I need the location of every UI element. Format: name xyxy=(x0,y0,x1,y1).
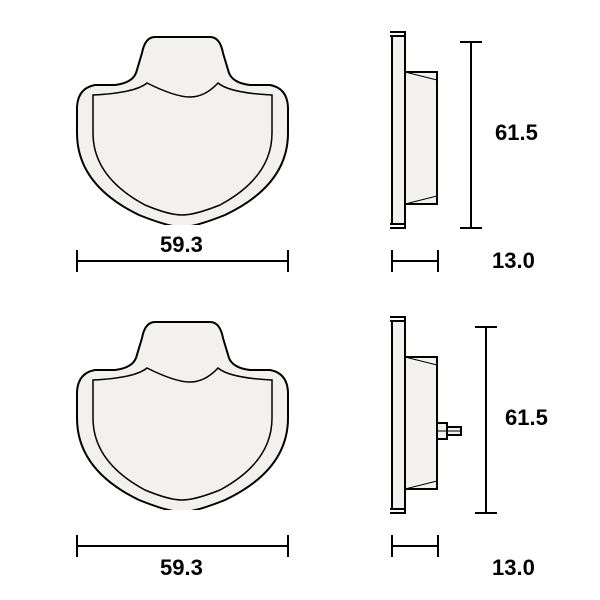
bottom-pad-side xyxy=(390,315,470,520)
label-top-thick: 13.0 xyxy=(492,248,535,274)
label-bot-thick: 13.0 xyxy=(492,555,535,581)
top-pad-side xyxy=(390,30,450,235)
dim-top-height-tick-b xyxy=(460,227,482,229)
dim-bot-height-tick-b xyxy=(475,512,497,514)
top-pad-face xyxy=(75,35,290,225)
dim-bot-thick-tick-l xyxy=(391,535,393,557)
label-top-width: 59.3 xyxy=(160,232,203,258)
dim-bot-width-line xyxy=(77,545,288,547)
diagram-canvas: 61.5 59.3 13.0 61.5 59.3 13.0 xyxy=(0,0,600,600)
dim-bot-width-tick-r xyxy=(287,535,289,557)
dim-top-thick-tick-r xyxy=(437,250,439,272)
dim-bot-width-tick-l xyxy=(76,535,78,557)
dim-top-width-line xyxy=(77,260,288,262)
dim-bot-height-tick-t xyxy=(475,326,497,328)
dim-top-thick-line xyxy=(392,260,438,262)
dim-bot-height-line xyxy=(485,327,487,513)
dim-top-width-tick-r xyxy=(287,250,289,272)
dim-top-height-tick-t xyxy=(460,41,482,43)
label-top-height: 61.5 xyxy=(495,120,538,146)
dim-bot-thick-tick-r xyxy=(437,535,439,557)
label-bot-width: 59.3 xyxy=(160,555,203,581)
label-bot-height: 61.5 xyxy=(505,405,548,431)
dim-top-height-line xyxy=(470,42,472,228)
dim-bot-thick-line xyxy=(392,545,438,547)
bottom-pad-face xyxy=(75,320,290,510)
dim-top-thick-tick-l xyxy=(391,250,393,272)
dim-top-width-tick-l xyxy=(76,250,78,272)
